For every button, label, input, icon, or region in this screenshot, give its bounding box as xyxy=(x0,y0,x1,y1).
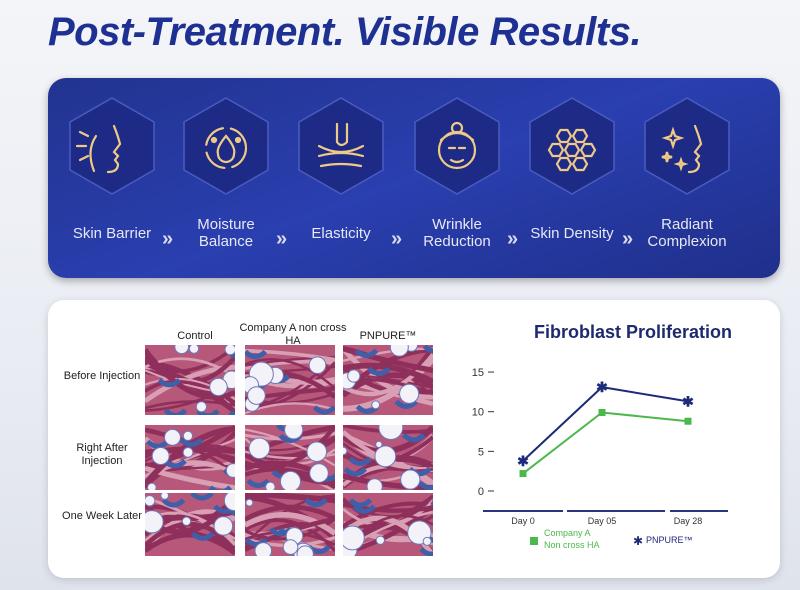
data-point: ✱ xyxy=(682,393,694,409)
benefits-panel: Skin Barrier » Moisture Balance » Elasticity… xyxy=(48,78,780,278)
fibroblast-chart: 0 5 10 15 Day 0 Day 05 Day 28 ✱ ✱ ✱ Company A Non c… xyxy=(472,367,728,550)
benefit-step: Skin Density xyxy=(517,96,627,251)
benefit-label: Skin Barrier xyxy=(72,224,152,242)
face-barrier-icon xyxy=(69,97,155,195)
sparkle-face-icon xyxy=(644,97,730,195)
chevron-right-icon: » xyxy=(507,228,519,250)
finger-press-icon xyxy=(298,97,384,195)
benefit-step: Radiant Complexion xyxy=(632,96,742,251)
benefit-step: Skin Barrier xyxy=(57,96,167,251)
legend-marker-square xyxy=(530,537,538,545)
data-point: ✱ xyxy=(596,379,608,395)
x-tick-label: Day 0 xyxy=(511,516,535,526)
histology-image xyxy=(145,493,235,556)
series-line xyxy=(522,386,689,462)
benefit-label: Skin Density xyxy=(530,224,614,242)
y-tick-label: 5 xyxy=(478,446,484,458)
chevron-right-icon: » xyxy=(622,228,634,250)
histology-image xyxy=(343,345,433,415)
x-tick-label: Day 05 xyxy=(588,516,617,526)
column-header: Company A non cross HA xyxy=(239,322,347,347)
series-line xyxy=(522,411,689,475)
histology-image xyxy=(245,345,335,415)
benefit-step: Moisture Balance xyxy=(171,96,281,251)
y-tick-label: 10 xyxy=(472,407,484,419)
chevron-right-icon: » xyxy=(276,228,288,250)
chart-title: Fibroblast Proliferation xyxy=(533,322,733,342)
chevron-right-icon: » xyxy=(162,228,174,250)
benefit-step: Elasticity xyxy=(286,96,396,251)
y-tick-label: 15 xyxy=(472,367,484,379)
x-tick-label: Day 28 xyxy=(674,516,703,526)
column-header: PNPURE™ xyxy=(359,330,417,342)
chevron-right-icon: » xyxy=(391,228,403,250)
histology-image xyxy=(245,493,335,556)
column-header: Control xyxy=(177,330,213,342)
histology-image xyxy=(245,425,335,490)
histology-image xyxy=(343,425,433,490)
benefit-label: Wrinkle Reduction xyxy=(423,216,491,250)
legend-label: Company A xyxy=(544,528,591,538)
benefit-step: Wrinkle Reduction xyxy=(402,96,512,251)
water-drop-cycle-icon xyxy=(183,97,269,195)
legend-label: PNPURE™ xyxy=(646,535,693,545)
benefit-label: Radiant Complexion xyxy=(647,216,727,250)
data-point: ✱ xyxy=(517,453,529,469)
histology-image xyxy=(145,345,235,415)
data-point xyxy=(519,470,527,478)
y-tick-label: 0 xyxy=(478,486,484,498)
row-header: Before Injection xyxy=(63,370,141,382)
honeycomb-icon xyxy=(529,97,615,195)
benefit-label: Moisture Balance xyxy=(197,216,255,250)
data-point xyxy=(684,417,692,425)
histology-image xyxy=(145,425,235,490)
benefit-label: Elasticity xyxy=(311,224,371,242)
results-card: Control Company A non cross HA PNPURE™ B… xyxy=(48,300,780,578)
legend-marker-asterisk: ✱ xyxy=(633,534,643,548)
legend-label: Non cross HA xyxy=(544,540,600,550)
histology-image xyxy=(343,493,433,556)
elderly-face-icon xyxy=(414,97,500,195)
row-header: Right After Injection xyxy=(76,442,128,467)
page-title: Post-Treatment. Visible Results. xyxy=(48,10,642,54)
row-header: One Week Later xyxy=(62,510,142,522)
data-point xyxy=(598,408,606,416)
